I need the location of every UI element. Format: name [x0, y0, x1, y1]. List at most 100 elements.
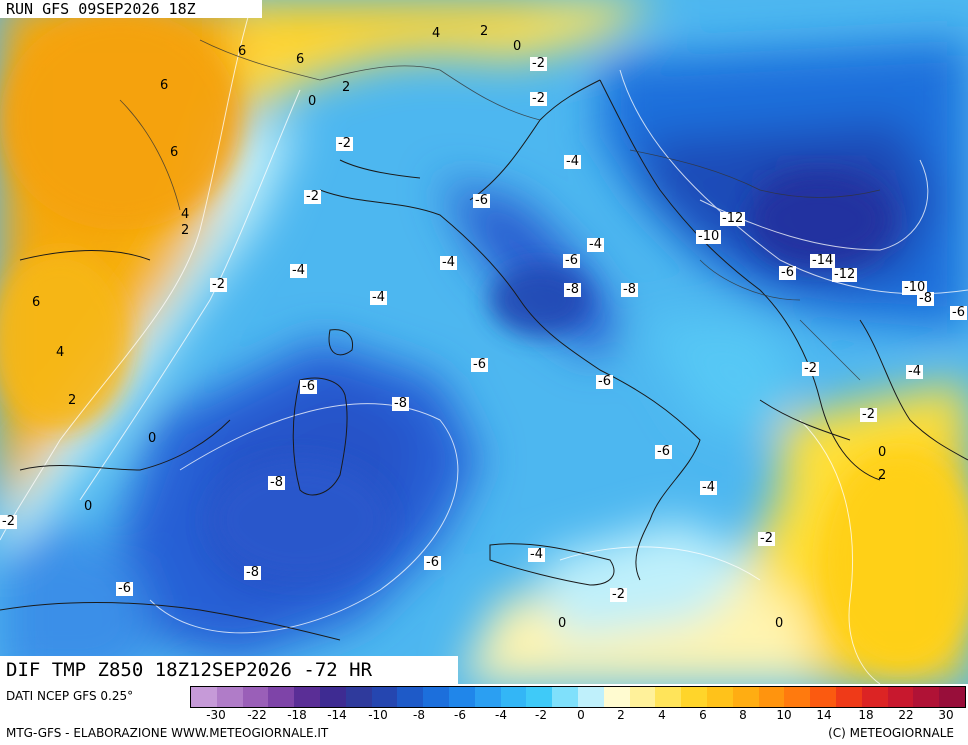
colorbar-tick-label: 8: [739, 708, 747, 722]
isoline-label: -4: [440, 255, 457, 270]
colorbar: [190, 686, 966, 708]
colorbar-segment: [448, 687, 475, 707]
colorbar-segment: [913, 687, 940, 707]
colorbar-segment: [810, 687, 836, 707]
isoline-label: -6: [116, 581, 133, 596]
isoline-label: -12: [832, 267, 858, 282]
colorbar-tick-label: 14: [816, 708, 832, 722]
isoline-label: 2: [181, 223, 190, 238]
colorbar-segment: [552, 687, 578, 707]
isoline-label: 4: [432, 26, 441, 41]
colorbar-ticks: -30 -22 -18 -14 -10 -8 -6 -4 -2 0 2 4 6 8 10 14 18 22 30: [190, 708, 966, 724]
colorbar-tick-label: -2: [535, 708, 547, 722]
isoline-label: -8: [268, 475, 285, 490]
colorbar-segment: [242, 687, 269, 707]
isoline-label: -12: [720, 211, 746, 226]
colorbar-segment: [319, 687, 346, 707]
isoline-label: -10: [902, 280, 928, 295]
isoline-label: 0: [308, 94, 317, 109]
isoline-label: -14: [810, 253, 836, 268]
run-title: RUN GFS 09SEP2026 18Z: [0, 0, 262, 18]
colorbar-segment: [939, 687, 965, 707]
isoline-label: 2: [480, 24, 489, 39]
colorbar-segment: [835, 687, 862, 707]
borders: [119, 39, 881, 381]
isoline-label: 2: [68, 393, 77, 408]
footer-credit: MTG-GFS - ELABORAZIONE WWW.METEOGIORNALE…: [6, 726, 329, 740]
isoline-label: -6: [950, 305, 967, 320]
isoline-label: 2: [878, 468, 887, 483]
isoline-label: -6: [596, 374, 613, 389]
colorbar-tick-label: -4: [495, 708, 507, 722]
colorbar-segment: [397, 687, 424, 707]
isoline-label: -6: [563, 253, 580, 268]
colorbar-segment: [732, 687, 759, 707]
map-field: [0, 0, 968, 684]
isoline-label: 6: [238, 44, 247, 59]
isoline-label: -8: [392, 396, 409, 411]
anomaly-detail: [0, 10, 968, 670]
isoline-label: -2: [530, 56, 547, 71]
colorbar-segment: [216, 687, 243, 707]
colorbar-tick-label: 2: [617, 708, 625, 722]
colorbar-tick-label: 0: [577, 708, 585, 722]
isoline-label: 6: [32, 295, 41, 310]
colorbar-tick-label: -14: [327, 708, 347, 722]
colorbar-segment: [784, 687, 811, 707]
colorbar-tick-label: 18: [858, 708, 874, 722]
isoline-label: -4: [564, 154, 581, 169]
colorbar-segment: [191, 687, 217, 707]
variable-title: DIF TMP Z850 18Z12SEP2026 -72 HR: [0, 656, 458, 684]
colorbar-segment: [423, 687, 449, 707]
isoline-label: -2: [304, 189, 321, 204]
isoline-label: -2: [530, 91, 547, 106]
isoline-label: 0: [148, 431, 157, 446]
isoline-label: 6: [160, 78, 169, 93]
isoline-label: -2: [0, 514, 17, 529]
colorbar-tick-label: -30: [206, 708, 226, 722]
colorbar-segment: [500, 687, 527, 707]
isoline-label: 6: [296, 52, 305, 67]
colorbar-tick-label: -10: [368, 708, 388, 722]
isoline-label: -4: [370, 290, 387, 305]
isoline-label: -4: [700, 480, 717, 495]
isoline-label: 0: [84, 499, 93, 514]
isoline-label: -6: [779, 265, 796, 280]
colorbar-tick-label: -22: [247, 708, 267, 722]
colorbar-segment: [706, 687, 733, 707]
isoline-label: -6: [424, 555, 441, 570]
isoline-label: 0: [775, 616, 784, 631]
isoline-label: -10: [696, 229, 722, 244]
colorbar-segment: [681, 687, 707, 707]
colorbar-tick-label: -18: [287, 708, 307, 722]
colorbar-tick-label: 6: [699, 708, 707, 722]
isoline-label: -8: [917, 291, 934, 306]
colorbar-segment: [629, 687, 656, 707]
isoline-label: 4: [56, 345, 65, 360]
colorbar-segment: [577, 687, 604, 707]
colorbar-tick-label: -8: [413, 708, 425, 722]
isoline-label: -8: [621, 282, 638, 297]
isoline-label: 0: [513, 39, 522, 54]
isoline-label: -4: [587, 237, 604, 252]
colorbar-segment: [603, 687, 630, 707]
colorbar-segment: [345, 687, 372, 707]
colorbar-segment: [371, 687, 398, 707]
isoline-label: -2: [336, 136, 353, 151]
isoline-label: 0: [558, 616, 567, 631]
isoline-label: 4: [181, 207, 190, 222]
isoline-label: -4: [528, 547, 545, 562]
colorbar-tick-label: -6: [454, 708, 466, 722]
isoline-label: 6: [170, 145, 179, 160]
colorbar-tick-label: 30: [938, 708, 954, 722]
colorbar-segment: [526, 687, 553, 707]
isoline-label: -4: [906, 364, 923, 379]
isoline-label: -2: [610, 587, 627, 602]
data-source: DATI NCEP GFS 0.25°: [6, 689, 134, 703]
isoline-label: 2: [342, 80, 351, 95]
isoline-label: -6: [300, 379, 317, 394]
footer-copyright: (C) METEOGIORNALE: [828, 726, 954, 740]
colorbar-segment: [268, 687, 295, 707]
colorbar-tick-label: 4: [658, 708, 666, 722]
colorbar-segment: [655, 687, 682, 707]
